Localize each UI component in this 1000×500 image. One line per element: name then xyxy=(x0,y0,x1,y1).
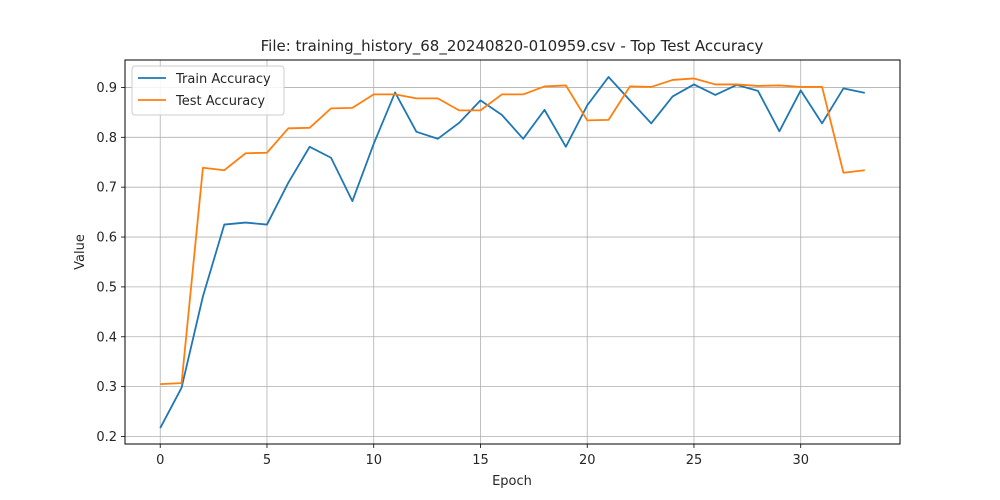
x-tick-label: 25 xyxy=(686,453,703,468)
y-tick-label: 0.9 xyxy=(96,81,117,96)
x-tick-label: 5 xyxy=(263,453,271,468)
y-tick-label: 0.2 xyxy=(96,430,117,445)
legend-label-test-accuracy: Test Accuracy xyxy=(175,94,265,109)
x-tick-label: 30 xyxy=(792,453,809,468)
y-tick-label: 0.6 xyxy=(96,231,117,246)
y-tick-label: 0.5 xyxy=(96,280,117,295)
series-line-train-accuracy xyxy=(159,76,865,429)
x-tick-label: 0 xyxy=(156,453,164,468)
plot-frame xyxy=(124,59,901,445)
grid xyxy=(125,60,900,444)
y-tick-label: 0.8 xyxy=(96,131,117,146)
series-lines xyxy=(159,76,865,429)
series-line-test-accuracy xyxy=(160,77,865,386)
legend-box xyxy=(131,65,285,116)
x-axis-label: Epoch xyxy=(492,474,532,489)
x-tick-label: 10 xyxy=(365,453,382,468)
y-axis-label: Value xyxy=(73,234,88,270)
y-tick-label: 0.3 xyxy=(96,380,117,395)
legend: Train Accuracy Test Accuracy xyxy=(131,65,285,116)
legend-label-train-accuracy: Train Accuracy xyxy=(175,72,271,87)
x-tick-label: 20 xyxy=(579,453,596,468)
y-tick-label: 0.4 xyxy=(96,330,117,345)
chart-title: File: training_history_68_20240820-01095… xyxy=(261,37,764,56)
axis-ticks: 0 5 10 15 20 25 30 0.2 0.3 0.4 0.5 0.6 0.7 0.8 0.9 xyxy=(96,81,809,468)
y-tick-label: 0.7 xyxy=(96,181,117,196)
x-tick-label: 15 xyxy=(472,453,489,468)
